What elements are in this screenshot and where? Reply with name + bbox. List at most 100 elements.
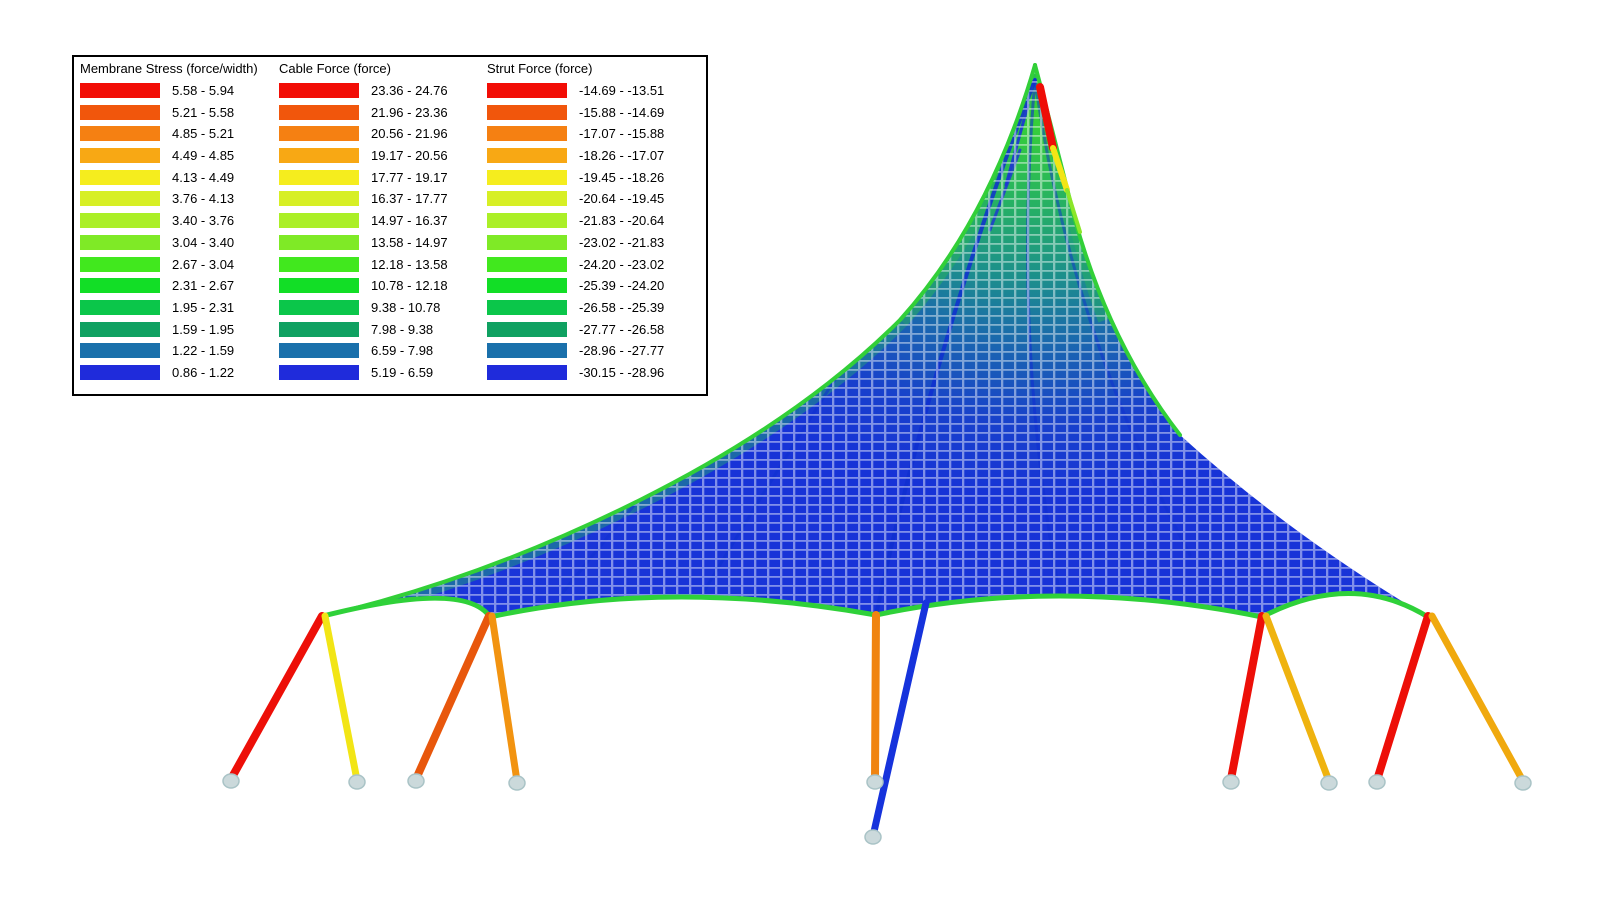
legend-row: 2.31 - 2.67: [80, 278, 280, 294]
legend-row: -14.69 - -13.51: [487, 83, 687, 98]
support1-strut-yellow: [321, 612, 361, 784]
legend-color-swatch: [279, 213, 359, 229]
legend-row: -25.39 - -24.20: [487, 278, 687, 294]
legend-color-swatch: [487, 148, 567, 164]
legend-color-swatch: [80, 126, 160, 142]
legend-rows-membrane-stress: 5.58 - 5.94 5.21 - 5.58 4.85 - 5.21 4.49 - …: [80, 83, 280, 380]
legend-row: 23.36 - 24.76: [279, 83, 479, 98]
support2-strut-orangered: [412, 612, 493, 783]
legend-range-label: 10.78 - 12.18: [371, 278, 448, 294]
peak-segment-yellow: [1050, 145, 1070, 193]
legend-title-strut-force: Strut Force (force): [487, 61, 593, 76]
legend-row: 1.59 - 1.95: [80, 321, 280, 337]
legend-row: 4.85 - 5.21: [80, 126, 280, 142]
legend-color-swatch: [487, 213, 567, 229]
left-silhouette-cable: [321, 63, 1037, 618]
legend-range-label: 20.56 - 21.96: [371, 126, 448, 142]
legend-color-swatch: [487, 234, 567, 250]
center-strut-orange: [871, 611, 880, 784]
legend-color-swatch: [279, 343, 359, 359]
legend-row: 1.95 - 2.31: [80, 299, 280, 315]
support4-strut-gold: [1428, 612, 1527, 785]
legend-range-label: -24.20 - -23.02: [579, 256, 665, 272]
legend-color-swatch: [279, 126, 359, 142]
legend-column-cable-force: Cable Force (force) 23.36 - 24.76 21.96 -…: [279, 61, 479, 387]
legend-color-swatch: [279, 278, 359, 294]
legend-row: 1.22 - 1.59: [80, 343, 280, 359]
legend-color-swatch: [487, 278, 567, 294]
legend-color-swatch: [80, 83, 160, 98]
legend-rows-cable-force: 23.36 - 24.76 21.96 - 23.36 20.56 - 21.96 1…: [279, 83, 479, 380]
legend-row: 5.21 - 5.58: [80, 104, 280, 120]
legend-color-swatch: [487, 104, 567, 120]
legend-range-label: 13.58 - 14.97: [371, 234, 448, 250]
legend-range-label: -27.77 - -26.58: [579, 321, 665, 337]
legend-row: 14.97 - 16.37: [279, 213, 479, 229]
legend-color-swatch: [80, 278, 160, 294]
legend-color-swatch: [279, 321, 359, 337]
legend-color-swatch: [80, 299, 160, 315]
legend-color-swatch: [279, 83, 359, 98]
legend-color-swatch: [487, 321, 567, 337]
results-legend: Membrane Stress (force/width) 5.58 - 5.9…: [72, 55, 708, 396]
foundation-node: [1368, 774, 1386, 790]
legend-row: 4.49 - 4.85: [80, 148, 280, 164]
legend-row: 3.40 - 3.76: [80, 213, 280, 229]
foundation-node: [864, 829, 882, 845]
support4-strut-red: [1373, 612, 1432, 784]
legend-range-label: 23.36 - 24.76: [371, 83, 448, 98]
legend-color-swatch: [487, 83, 567, 98]
legend-range-label: 14.97 - 16.37: [371, 213, 448, 229]
legend-color-swatch: [279, 169, 359, 185]
legend-row: 4.13 - 4.49: [80, 169, 280, 185]
legend-range-label: 5.21 - 5.58: [172, 104, 235, 120]
legend-color-swatch: [80, 104, 160, 120]
foundation-node: [222, 773, 240, 789]
edge-cable-arc-4: [1259, 591, 1431, 620]
legend-range-label: 9.38 - 10.78: [371, 299, 441, 315]
legend-range-label: 1.22 - 1.59: [172, 343, 235, 359]
legend-range-label: 5.19 - 6.59: [371, 364, 434, 380]
legend-range-label: -14.69 - -13.51: [579, 83, 665, 98]
legend-range-label: 1.59 - 1.95: [172, 321, 235, 337]
legend-color-swatch: [279, 364, 359, 380]
legend-range-label: 6.59 - 7.98: [371, 343, 434, 359]
legend-row: 16.37 - 17.77: [279, 191, 479, 207]
legend-row: 13.58 - 14.97: [279, 234, 479, 250]
legend-range-label: -26.58 - -25.39: [579, 299, 665, 315]
legend-row: -26.58 - -25.39: [487, 299, 687, 315]
legend-row: -15.88 - -14.69: [487, 104, 687, 120]
legend-row: 20.56 - 21.96: [279, 126, 479, 142]
legend-row: 2.67 - 3.04: [80, 256, 280, 272]
legend-range-label: 4.13 - 4.49: [172, 169, 235, 185]
legend-range-label: 19.17 - 20.56: [371, 148, 448, 164]
legend-column-strut-force: Strut Force (force) -14.69 - -13.51 -15.8…: [487, 61, 687, 387]
legend-row: 3.76 - 4.13: [80, 191, 280, 207]
legend-color-swatch: [80, 256, 160, 272]
foundation-node: [866, 774, 884, 790]
support2-strut-orange: [488, 612, 521, 785]
edge-cable-arc-2: [487, 594, 879, 620]
legend-row: 19.17 - 20.56: [279, 148, 479, 164]
legend-range-label: 17.77 - 19.17: [371, 169, 448, 185]
foundation-node: [1320, 775, 1338, 791]
legend-row: -20.64 - -19.45: [487, 191, 687, 207]
legend-row: -27.77 - -26.58: [487, 321, 687, 337]
support1-strut-red: [227, 612, 326, 783]
legend-range-label: -23.02 - -21.83: [579, 234, 665, 250]
legend-color-swatch: [80, 364, 160, 380]
legend-rows-strut-force: -14.69 - -13.51 -15.88 - -14.69 -17.07 - -…: [487, 83, 687, 380]
legend-row: -23.02 - -21.83: [487, 234, 687, 250]
legend-row: -18.26 - -17.07: [487, 148, 687, 164]
legend-color-swatch: [80, 169, 160, 185]
legend-row: 7.98 - 9.38: [279, 321, 479, 337]
legend-range-label: 3.40 - 3.76: [172, 213, 235, 229]
peak-segment-red: [1036, 83, 1057, 152]
foundation-node: [1222, 774, 1240, 790]
legend-color-swatch: [487, 364, 567, 380]
legend-range-label: 1.95 - 2.31: [172, 299, 235, 315]
legend-row: -30.15 - -28.96: [487, 364, 687, 380]
legend-row: 3.04 - 3.40: [80, 234, 280, 250]
legend-color-swatch: [279, 256, 359, 272]
legend-color-swatch: [279, 234, 359, 250]
